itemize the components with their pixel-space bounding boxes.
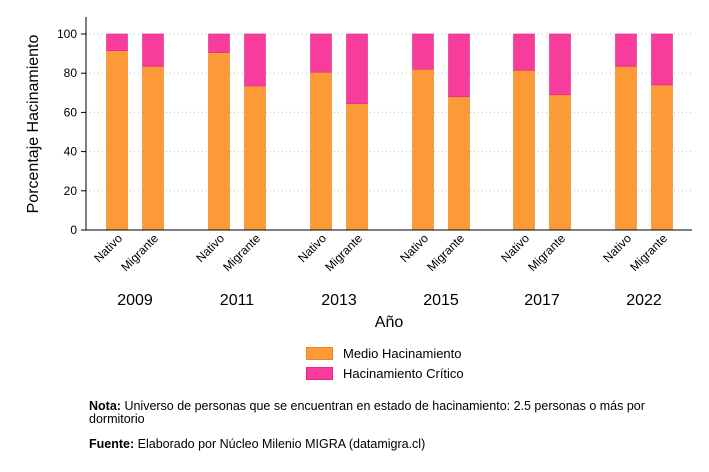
bar-segment-medio: [310, 71, 332, 231]
bar-segment-medio: [549, 94, 571, 231]
bar-segment-critico: [412, 33, 434, 70]
x-category-label: Nativo: [498, 231, 532, 265]
fuente-text: Elaborado por Núcleo Milenio MIGRA (data…: [137, 437, 426, 451]
y-tick-label: 40: [64, 145, 78, 159]
bar-segment-critico: [346, 33, 368, 104]
x-category-label: Nativo: [193, 231, 227, 265]
x-category-label: Migrante: [220, 231, 263, 274]
bars: [106, 33, 673, 231]
bar-segment-critico: [549, 33, 571, 96]
x-category-label: Nativo: [295, 231, 329, 265]
bar-segment-critico: [244, 33, 266, 87]
x-tick-labels: NativoMigrante2009NativoMigrante2011Nati…: [91, 231, 670, 309]
y-tick-label: 0: [70, 223, 77, 237]
y-axis-title: Porcentaje Hacinamiento: [25, 35, 42, 214]
bar-segment-medio: [651, 84, 673, 231]
x-category-label: Nativo: [600, 231, 634, 265]
x-category-label: Nativo: [91, 231, 125, 265]
bar-segment-critico: [651, 33, 673, 86]
x-category-label: Migrante: [322, 231, 365, 274]
fuente-label: Fuente:: [89, 437, 135, 451]
x-category-label: Migrante: [118, 231, 161, 274]
bar-segment-critico: [208, 33, 230, 53]
legend: Medio Hacinamiento Hacinamiento Crítico: [306, 343, 464, 383]
legend-item-critico: Hacinamiento Crítico: [306, 363, 464, 383]
year-label: 2022: [626, 292, 662, 309]
y-tick-label: 20: [64, 184, 78, 198]
bar-segment-critico: [142, 33, 164, 67]
bar-segment-medio: [513, 69, 535, 231]
grid-lines: [86, 33, 692, 192]
bar-segment-critico: [310, 33, 332, 73]
legend-swatch-critico: [306, 366, 333, 380]
bar-segment-critico: [615, 33, 637, 67]
fuente: Fuente: Elaborado por Núcleo Milenio MIG…: [89, 438, 669, 451]
bar-segment-critico: [448, 33, 470, 98]
bar-segment-medio: [208, 52, 230, 231]
bar-segment-medio: [244, 85, 266, 231]
x-axis-title: Año: [375, 314, 404, 331]
year-label: 2013: [321, 292, 357, 309]
x-category-label: Migrante: [525, 231, 568, 274]
legend-label-critico: Hacinamiento Crítico: [343, 365, 464, 381]
bar-segment-medio: [412, 68, 434, 231]
nota: Nota: Universo de personas que se encuen…: [89, 400, 669, 426]
legend-swatch-medio: [306, 346, 333, 360]
bar-segment-critico: [106, 33, 128, 51]
chart-notes: Nota: Universo de personas que se encuen…: [89, 400, 669, 463]
year-label: 2017: [524, 292, 560, 309]
y-tick-label: 80: [64, 66, 78, 80]
bar-segment-medio: [448, 96, 470, 231]
legend-label-medio: Medio Hacinamiento: [343, 345, 462, 361]
year-label: 2015: [423, 292, 459, 309]
bar-segment-medio: [346, 103, 368, 231]
bar-segment-medio: [106, 50, 128, 231]
x-category-label: Nativo: [397, 231, 431, 265]
nota-text: Universo de personas que se encuentran e…: [89, 399, 645, 426]
legend-item-medio: Medio Hacinamiento: [306, 343, 464, 363]
year-label: 2011: [220, 292, 255, 309]
y-tick-label: 60: [64, 105, 78, 119]
x-category-label: Migrante: [424, 231, 467, 274]
bar-segment-medio: [142, 66, 164, 231]
x-category-label: Migrante: [627, 231, 670, 274]
axes: 0 20 40 60 80 100: [57, 17, 692, 237]
nota-label: Nota:: [89, 399, 121, 413]
y-tick-label: 100: [57, 27, 77, 41]
year-label: 2009: [117, 292, 153, 309]
bar-segment-medio: [615, 66, 637, 231]
bar-segment-critico: [513, 33, 535, 71]
